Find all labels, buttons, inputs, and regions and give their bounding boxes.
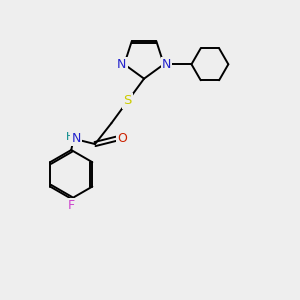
Text: F: F — [68, 199, 75, 212]
Text: H: H — [66, 132, 74, 142]
Text: O: O — [117, 132, 127, 145]
Text: N: N — [161, 58, 171, 71]
Text: S: S — [124, 94, 132, 107]
Text: N: N — [71, 132, 81, 145]
Text: N: N — [117, 58, 127, 71]
